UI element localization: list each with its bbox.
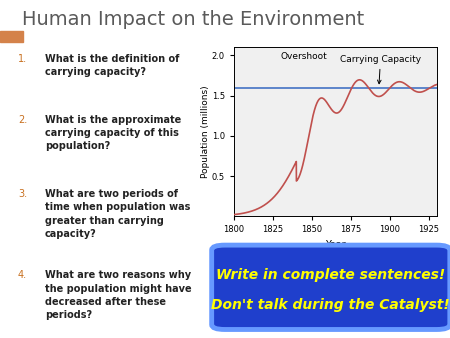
X-axis label: Year: Year bbox=[325, 240, 346, 250]
Text: Overshoot: Overshoot bbox=[281, 52, 328, 62]
Text: Don't talk during the Catalyst!: Don't talk during the Catalyst! bbox=[212, 298, 450, 312]
Bar bbox=[0, 31, 22, 42]
Text: What is the definition of
carrying capacity?: What is the definition of carrying capac… bbox=[45, 54, 180, 77]
Text: What is the approximate
carrying capacity of this
population?: What is the approximate carrying capacit… bbox=[45, 115, 181, 151]
Y-axis label: Population (millions): Population (millions) bbox=[202, 86, 211, 178]
Text: 3.: 3. bbox=[18, 189, 27, 199]
Text: Write in complete sentences!: Write in complete sentences! bbox=[216, 268, 446, 282]
Text: 1.: 1. bbox=[18, 54, 27, 64]
Text: 2.: 2. bbox=[18, 115, 27, 125]
Text: What are two reasons why
the population might have
decreased after these
periods: What are two reasons why the population … bbox=[45, 270, 192, 320]
FancyBboxPatch shape bbox=[212, 245, 450, 330]
Text: 4.: 4. bbox=[18, 270, 27, 281]
Text: Human Impact on the Environment: Human Impact on the Environment bbox=[22, 10, 365, 29]
Text: What are two periods of
time when population was
greater than carrying
capacity?: What are two periods of time when popula… bbox=[45, 189, 190, 239]
Text: Carrying Capacity: Carrying Capacity bbox=[340, 55, 421, 84]
